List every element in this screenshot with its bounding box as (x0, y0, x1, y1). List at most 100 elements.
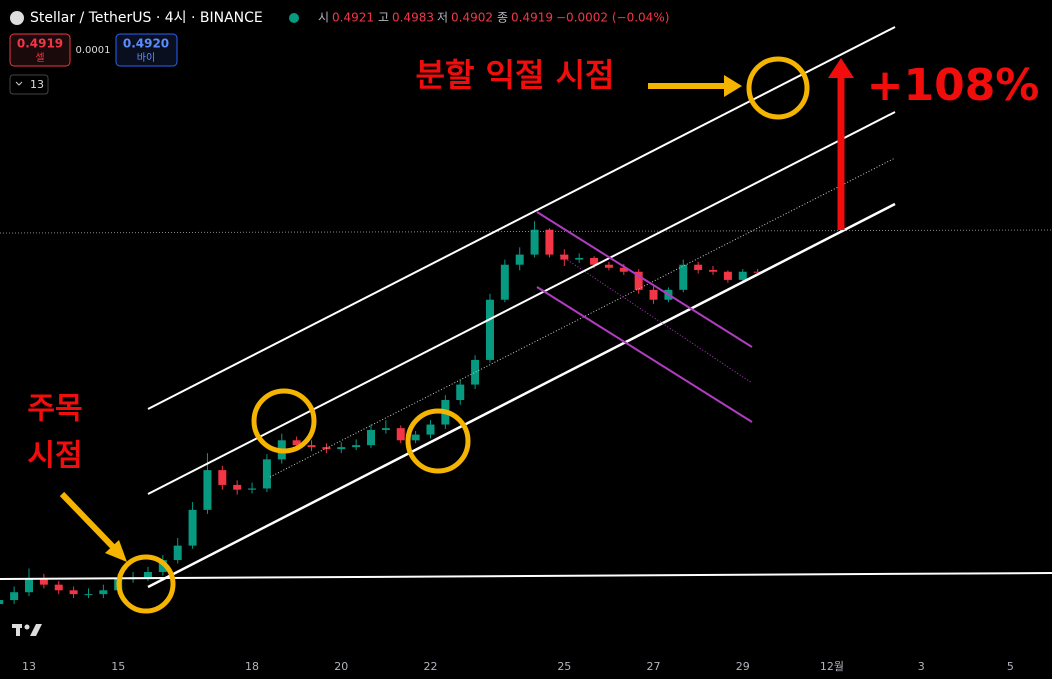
x-tick-label: 22 (423, 660, 437, 673)
logo (12, 624, 42, 636)
candle-body (381, 428, 390, 430)
candle-body (337, 447, 346, 450)
price-line (0, 229, 1052, 234)
annotation: 시점 (27, 439, 82, 474)
candle-body (545, 229, 554, 255)
candle-body (99, 590, 108, 595)
candle-body (248, 488, 257, 490)
candle-body (560, 254, 569, 260)
annotation: +108% (867, 60, 1040, 111)
candle-body (426, 424, 435, 435)
x-tick-label: 3 (918, 660, 925, 673)
candle-body (500, 264, 509, 300)
highlight-circle (251, 388, 317, 454)
ohlc-value: 0.4983 (392, 11, 434, 25)
candle-body (679, 264, 688, 290)
candle-body (54, 584, 63, 591)
candle-body (515, 254, 524, 265)
candle-body (753, 271, 762, 273)
change: −0.0002 (−0.04%) (556, 11, 669, 25)
x-tick-label: 18 (245, 660, 259, 673)
x-tick-label: 25 (557, 660, 571, 673)
candle-body (10, 592, 19, 601)
ohlc-value: 0.4902 (451, 11, 493, 25)
candle-body (738, 271, 747, 280)
symbol[interactable]: Stellar / TetherUS · 4시 · BINANCE (30, 10, 263, 26)
x-tick-label: 5 (1007, 660, 1014, 673)
x-tick-label: 20 (334, 660, 348, 673)
x-tick-label: 29 (736, 660, 750, 673)
arrow-head (724, 75, 742, 97)
down-channel-bottom (536, 286, 753, 423)
support-line (0, 572, 1052, 580)
candle-body (25, 579, 33, 593)
candle-body (0, 600, 4, 605)
indicator-count: 13 (30, 78, 44, 91)
channel-top (147, 26, 896, 410)
candle-body (292, 440, 301, 446)
sell-label: 셀 (35, 52, 44, 64)
status-dot (289, 13, 299, 23)
ohlc-value: 0.4921 (332, 11, 374, 25)
buy-label: 바이 (137, 52, 155, 64)
candle-body (694, 264, 703, 270)
x-tick-label: 12월 (820, 660, 844, 673)
channel-upper (147, 111, 896, 495)
ohlc-label: 시 (318, 11, 329, 25)
gain-arrow-head (828, 58, 854, 78)
highlight-circle (405, 408, 471, 474)
candle-body (634, 271, 643, 290)
annotation: 분할 익절 시점 (416, 56, 615, 94)
candle-body (604, 264, 613, 268)
ohlc-label: 저 (437, 11, 448, 25)
candle-body (471, 359, 480, 385)
chevron (15, 81, 23, 86)
candle-body (530, 229, 539, 255)
candle-body (84, 594, 93, 596)
buy-button[interactable] (115, 33, 178, 67)
candle-body (173, 545, 182, 561)
symbol-icon (10, 11, 24, 25)
candle-body (485, 299, 494, 360)
candle-body (352, 445, 361, 448)
indicator-toggle[interactable] (9, 74, 49, 95)
candle-body (203, 470, 212, 510)
channel-bottom (147, 202, 896, 589)
candle-body (218, 470, 227, 485)
sell-price: 0.4919 (17, 37, 63, 51)
drawings (0, 26, 1052, 614)
candle-body (367, 429, 376, 446)
candle-body (456, 384, 465, 401)
candle-body (619, 267, 628, 272)
candle-body (188, 509, 197, 546)
spread: 0.0001 (76, 45, 111, 56)
arrow (59, 491, 119, 553)
x-tick-label: 13 (22, 660, 36, 673)
arrow-head (105, 540, 127, 562)
candle-body (69, 590, 78, 595)
down-channel-mid (559, 254, 753, 384)
candle-body (262, 459, 271, 489)
candle-body (649, 289, 658, 300)
highlight-circle (116, 554, 176, 614)
ohlc-label: 종 (497, 11, 508, 25)
candle-body (233, 484, 242, 490)
candle-body (396, 428, 405, 441)
x-tick-label: 15 (111, 660, 125, 673)
candle-body (723, 271, 732, 280)
down-channel-top (536, 211, 753, 348)
candle-body (575, 257, 584, 260)
ohlc-value: 0.4919 (511, 11, 553, 25)
sell-button[interactable] (9, 33, 71, 67)
x-tick-label: 27 (647, 660, 661, 673)
buy-price: 0.4920 (123, 37, 169, 51)
candle-body (709, 269, 718, 272)
candle-body (143, 572, 152, 578)
candle-body (39, 579, 48, 585)
highlight-circle (746, 56, 810, 120)
annotation: 주목 (27, 392, 82, 427)
candle-body (590, 257, 599, 265)
ohlc-label: 고 (378, 11, 389, 25)
